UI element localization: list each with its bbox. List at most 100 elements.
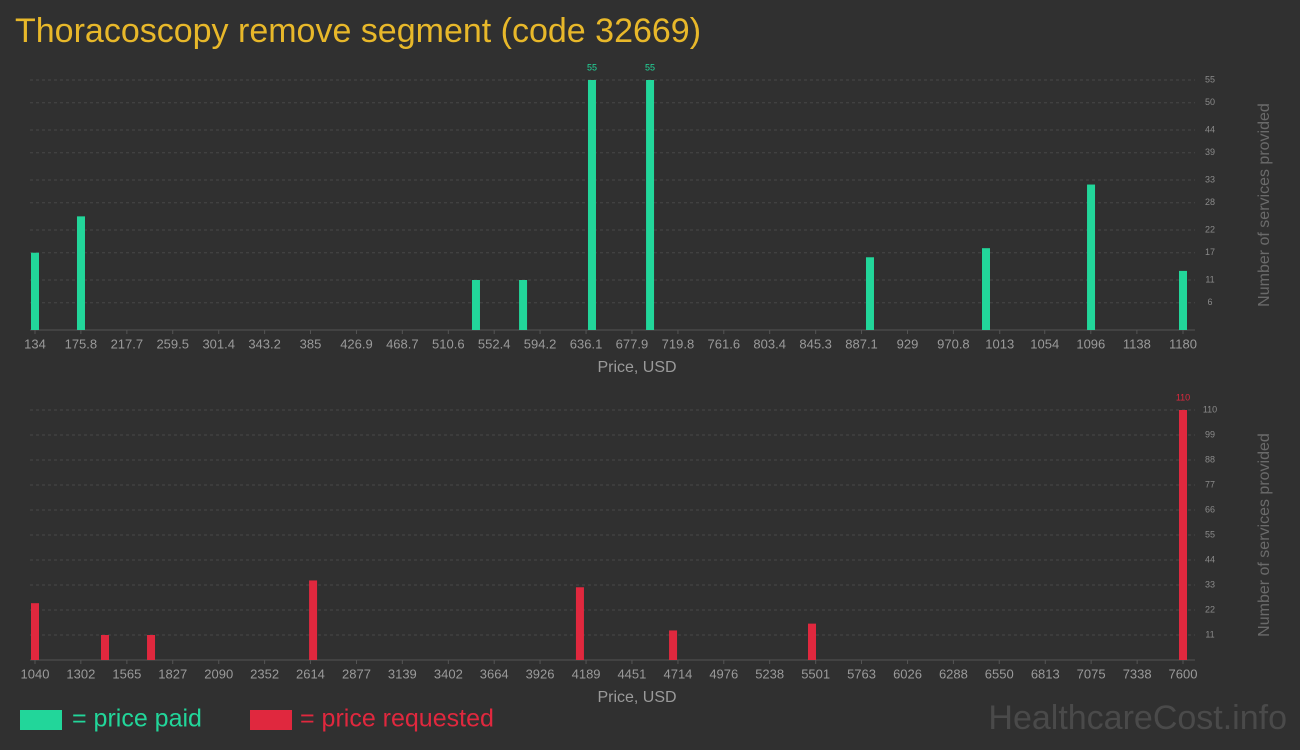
y-tick-label: 44 (1205, 554, 1215, 564)
y-axis-label: Number of services provided (1256, 433, 1273, 637)
y-axis-label: Number of services provided (1256, 103, 1273, 307)
bar (147, 635, 156, 660)
bar (808, 623, 816, 660)
x-tick-label: 217.7 (111, 336, 144, 351)
x-tick-label: 7338 (1123, 666, 1152, 681)
bar (31, 252, 39, 330)
x-tick-label: 5763 (847, 666, 876, 681)
y-tick-label: 33 (1205, 174, 1215, 184)
x-tick-label: 7600 (1169, 666, 1198, 681)
x-tick-label: 929 (897, 336, 919, 351)
legend-swatch (20, 710, 62, 730)
x-tick-label: 1180 (1169, 336, 1197, 351)
x-tick-label: 6026 (893, 666, 922, 681)
bar (646, 80, 655, 330)
x-tick-label: 4714 (663, 666, 692, 681)
x-tick-label: 2352 (250, 666, 279, 681)
x-tick-label: 6813 (1031, 666, 1060, 681)
x-tick-label: 426.9 (340, 336, 373, 351)
x-tick-label: 4189 (572, 666, 601, 681)
x-tick-label: 636.1 (570, 336, 603, 351)
legend-entry: = price requested (300, 705, 494, 733)
x-tick-label: 175.8 (65, 336, 98, 351)
bar (981, 248, 990, 330)
bar (519, 280, 528, 330)
x-tick-label: 845.3 (799, 336, 832, 351)
y-tick-label: 77 (1205, 479, 1215, 489)
x-tick-label: 4976 (709, 666, 738, 681)
x-tick-label: 3926 (526, 666, 555, 681)
x-tick-label: 3402 (434, 666, 463, 681)
x-tick-label: 6550 (985, 666, 1014, 681)
x-tick-label: 6288 (939, 666, 968, 681)
x-tick-label: 761.6 (708, 336, 741, 351)
x-tick-label: 3664 (480, 666, 509, 681)
bar (31, 603, 39, 660)
x-tick-label: 2877 (342, 666, 371, 681)
legend-entry: = price paid (72, 705, 202, 733)
chart-title: Thoracoscopy remove segment (code 32669) (15, 12, 701, 50)
value-label: 55 (645, 62, 655, 72)
x-tick-label: 5238 (755, 666, 784, 681)
x-tick-label: 2090 (204, 666, 233, 681)
x-tick-label: 1302 (66, 666, 95, 681)
x-tick-label: 510.6 (432, 336, 465, 351)
bar (76, 216, 85, 330)
y-tick-label: 11 (1205, 274, 1214, 284)
x-axis-label: Price, USD (597, 689, 676, 706)
x-tick-label: 385 (300, 336, 322, 351)
value-label: 55 (587, 62, 597, 72)
bar (669, 630, 678, 660)
x-tick-label: 552.4 (478, 336, 511, 351)
bar (865, 257, 874, 330)
x-tick-label: 1040 (21, 666, 50, 681)
x-tick-label: 2614 (296, 666, 325, 681)
y-tick-label: 66 (1205, 504, 1215, 514)
y-tick-label: 17 (1205, 247, 1215, 257)
bar (575, 587, 584, 660)
y-tick-label: 99 (1205, 429, 1215, 439)
y-tick-label: 88 (1205, 454, 1215, 464)
watermark: HealthcareCost.info (988, 699, 1287, 737)
x-tick-label: 5501 (801, 666, 830, 681)
bar (1179, 410, 1187, 660)
y-tick-label: 39 (1205, 147, 1215, 157)
y-tick-label: 11 (1205, 629, 1214, 639)
x-tick-label: 4451 (617, 666, 646, 681)
x-tick-label: 1827 (158, 666, 187, 681)
x-tick-label: 343.2 (248, 336, 281, 351)
x-tick-label: 970.8 (937, 336, 970, 351)
y-tick-label: 110 (1203, 404, 1217, 414)
x-tick-label: 1096 (1076, 336, 1105, 351)
x-tick-label: 803.4 (753, 336, 786, 351)
bar (1179, 270, 1187, 330)
x-tick-label: 3139 (388, 666, 417, 681)
x-tick-label: 1565 (112, 666, 141, 681)
x-axis-label: Price, USD (597, 359, 676, 376)
y-tick-label: 44 (1205, 124, 1215, 134)
y-tick-label: 33 (1205, 579, 1215, 589)
x-tick-label: 1013 (985, 336, 1014, 351)
bar (101, 635, 109, 660)
x-tick-label: 301.4 (202, 336, 235, 351)
x-tick-label: 677.9 (616, 336, 649, 351)
x-tick-label: 719.8 (662, 336, 695, 351)
bar (309, 580, 318, 660)
x-tick-label: 1138 (1123, 336, 1151, 351)
x-tick-label: 134 (24, 336, 46, 351)
legend-swatch (250, 710, 292, 730)
y-tick-label: 22 (1205, 224, 1215, 234)
bar (1087, 184, 1096, 330)
x-tick-label: 7075 (1077, 666, 1106, 681)
value-label: 110 (1176, 392, 1190, 402)
y-tick-label: 55 (1205, 529, 1215, 539)
x-tick-label: 468.7 (386, 336, 419, 351)
y-tick-label: 50 (1205, 97, 1215, 107)
x-tick-label: 887.1 (845, 336, 878, 351)
x-tick-label: 259.5 (156, 336, 189, 351)
y-tick-label: 28 (1205, 197, 1215, 207)
y-tick-label: 55 (1205, 74, 1215, 84)
bar (587, 80, 596, 330)
y-tick-label: 22 (1205, 604, 1215, 614)
